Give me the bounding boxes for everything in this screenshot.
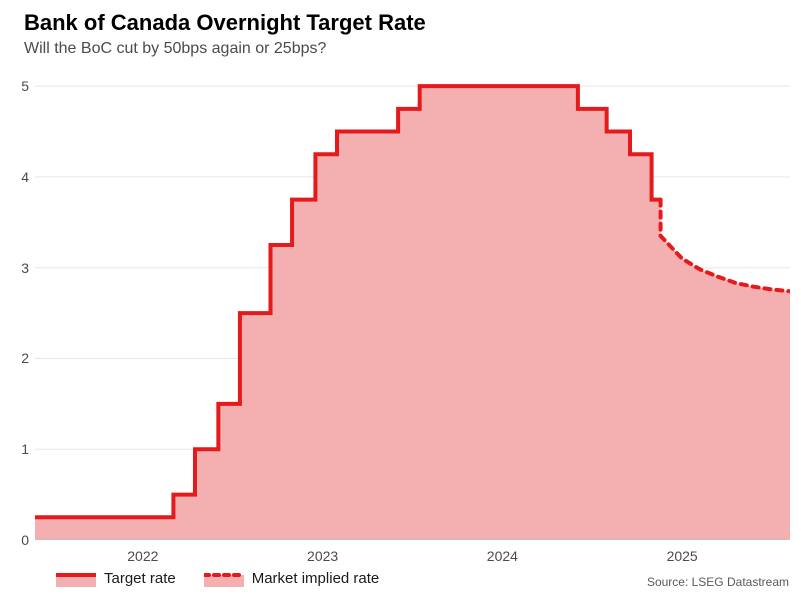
y-tick-label: 4 [9, 169, 29, 185]
y-tick-label: 5 [9, 78, 29, 94]
legend-label-implied: Market implied rate [252, 570, 380, 587]
y-tick-label: 1 [9, 441, 29, 457]
y-tick-label: 2 [9, 350, 29, 366]
legend-item-implied: Market implied rate [204, 570, 380, 587]
legend-swatch-target [56, 571, 96, 587]
source-text: Source: LSEG Datastream [647, 575, 789, 589]
chart-subtitle: Will the BoC cut by 50bps again or 25bps… [24, 40, 326, 58]
legend-label-target: Target rate [104, 570, 176, 587]
x-tick-label: 2022 [127, 548, 158, 564]
y-tick-label: 0 [9, 532, 29, 548]
y-tick-label: 3 [9, 260, 29, 276]
chart-title: Bank of Canada Overnight Target Rate [24, 10, 426, 36]
x-tick-label: 2024 [487, 548, 518, 564]
x-tick-label: 2025 [667, 548, 698, 564]
chart-container: Bank of Canada Overnight Target Rate Wil… [0, 0, 801, 601]
plot-area [35, 68, 790, 540]
plot-svg [35, 68, 790, 540]
x-tick-label: 2023 [307, 548, 338, 564]
legend: Target rate Market implied rate [56, 570, 379, 587]
legend-swatch-implied [204, 571, 244, 587]
legend-item-target: Target rate [56, 570, 176, 587]
